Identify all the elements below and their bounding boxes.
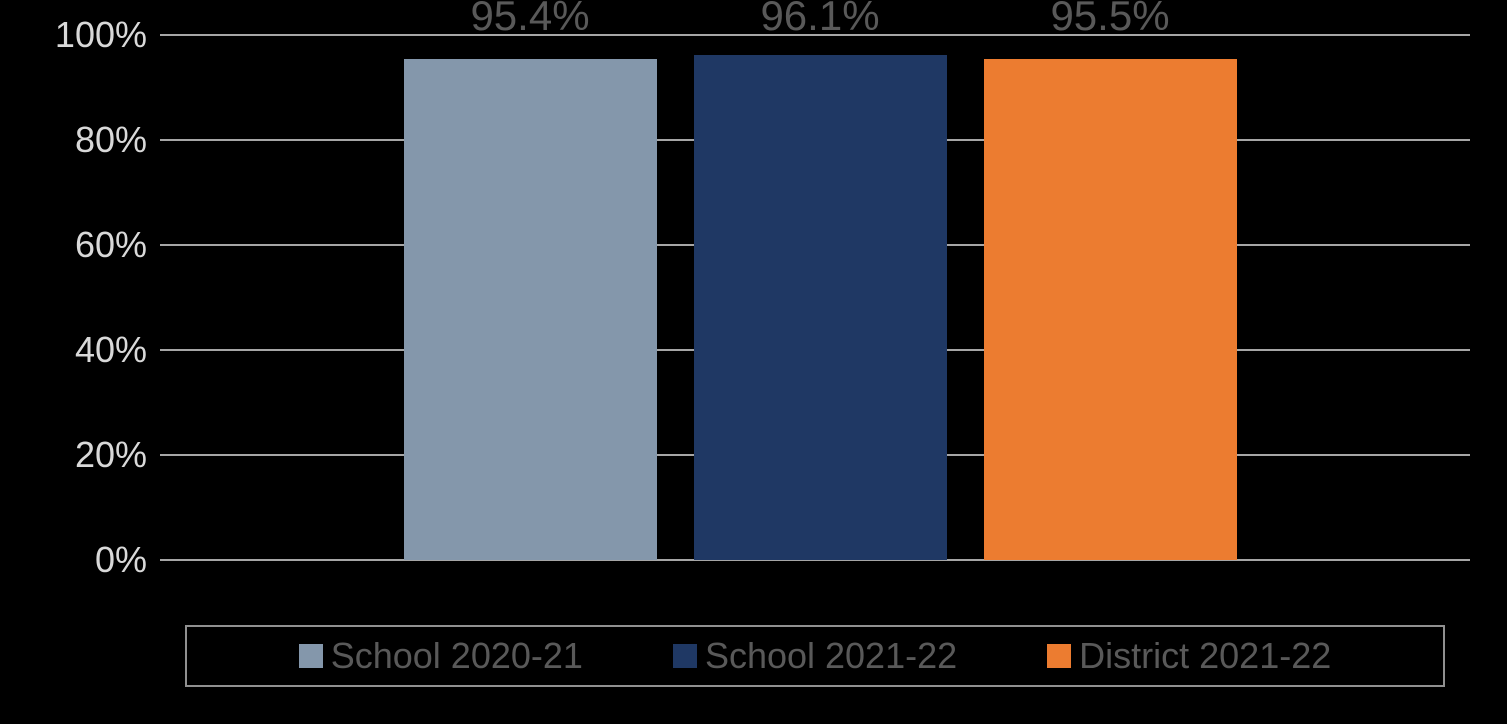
legend-item: School 2021-22 — [673, 638, 957, 674]
bar — [404, 59, 657, 560]
y-tick-label: 100% — [7, 17, 147, 53]
legend-label: District 2021-22 — [1079, 638, 1331, 674]
plot-area — [160, 35, 1470, 560]
legend-item: School 2020-21 — [299, 638, 583, 674]
bar — [984, 59, 1237, 560]
y-tick-label: 20% — [7, 437, 147, 473]
legend-swatch — [673, 644, 697, 668]
legend-label: School 2021-22 — [705, 638, 957, 674]
y-tick-label: 0% — [7, 542, 147, 578]
legend-item: District 2021-22 — [1047, 638, 1331, 674]
bar-value-label: 96.1% — [760, 0, 879, 37]
bar-chart: School 2020-21 School 2021-22 District 202… — [0, 0, 1507, 724]
legend-swatch — [299, 644, 323, 668]
legend-swatch — [1047, 644, 1071, 668]
legend-label: School 2020-21 — [331, 638, 583, 674]
y-tick-label: 80% — [7, 122, 147, 158]
y-tick-label: 40% — [7, 332, 147, 368]
legend: School 2020-21 School 2021-22 District 202… — [185, 625, 1445, 687]
bar-value-label: 95.5% — [1050, 0, 1169, 37]
y-tick-label: 60% — [7, 227, 147, 263]
bar — [694, 55, 947, 560]
bar-value-label: 95.4% — [470, 0, 589, 37]
